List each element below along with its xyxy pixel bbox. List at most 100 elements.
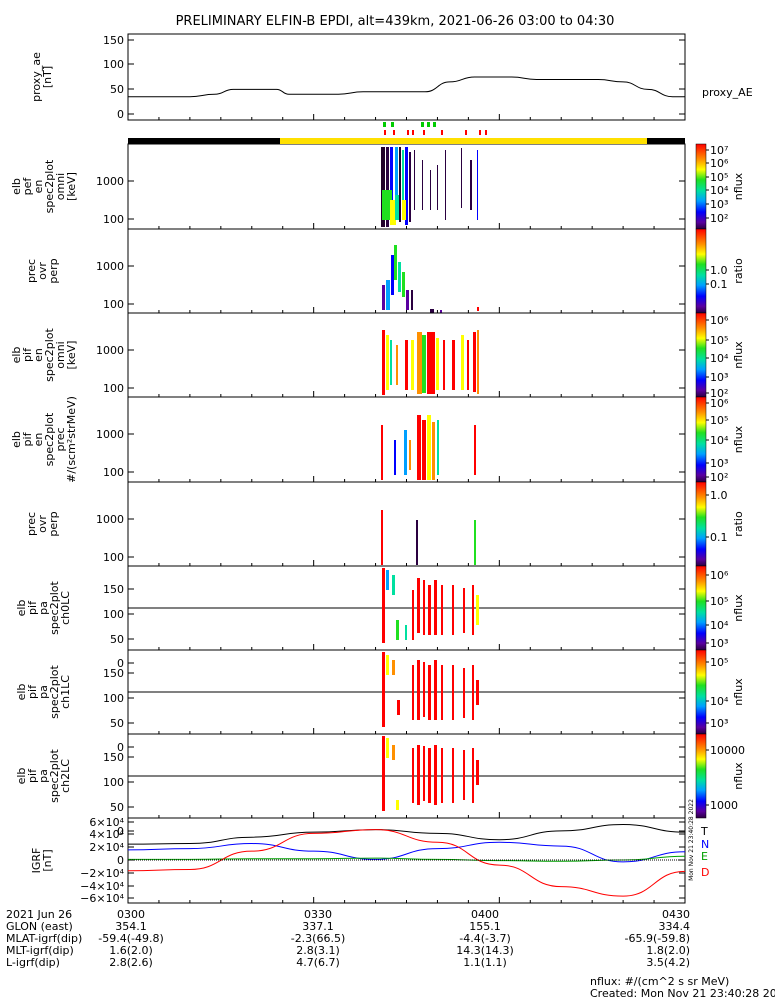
spectrogram-cell xyxy=(391,255,394,295)
spectrogram-cell xyxy=(412,748,414,803)
spectrogram-cell xyxy=(404,430,407,475)
spectrogram-cell xyxy=(417,660,420,720)
colorbar-tick-label: 1000 xyxy=(710,799,738,812)
spectrogram-cell xyxy=(382,652,385,727)
spectrogram-cell xyxy=(382,330,385,395)
y-tick-label: 1000 xyxy=(96,344,124,357)
series-E xyxy=(127,855,686,862)
elb_pif_pa_ch1-ylabel-line: pif xyxy=(26,684,39,699)
y-tick-label: 6×10⁴ xyxy=(89,816,124,829)
elb_pif_omni-ylabel-line: [keV] xyxy=(65,341,78,370)
colorbar-tick-label: 10⁵ xyxy=(710,656,728,669)
proxy_ae-ylabel-line: proxy_ae xyxy=(30,52,43,102)
spectrogram-cell xyxy=(396,800,399,810)
elb_pif_pa_ch0-ylabel-line: spec2plot xyxy=(48,581,61,635)
spectrogram-cell xyxy=(417,745,420,805)
elb_pef_omni-ylabel-line: pef xyxy=(21,177,34,196)
elb_pif_pa_ch2-panel: elbpifpaspec2plotch2LC150100500100001000… xyxy=(15,733,745,838)
spectrogram-cell xyxy=(423,580,425,635)
y-tick-label: 100 xyxy=(103,551,124,564)
spectrogram-cell xyxy=(434,580,437,635)
colorbar-tick-label: 10⁵ xyxy=(710,171,728,184)
spectrogram-cell xyxy=(394,245,397,280)
spectrogram-cell xyxy=(386,147,389,227)
proxy_ae-ylabel-line: [nT] xyxy=(41,66,54,88)
spectrogram-cell xyxy=(428,665,431,720)
elb_pif_pa_ch2-ylabel-line: pa xyxy=(37,769,50,783)
elb_pif_pa_ch1-ylabel-line: pa xyxy=(37,685,50,699)
spectrogram-cell xyxy=(422,160,423,210)
y-tick-label: 100 xyxy=(103,776,124,789)
spectrogram-cell xyxy=(409,440,411,470)
spectrogram-cell xyxy=(476,680,479,705)
spectrogram-cell xyxy=(476,595,479,625)
colorbar-tick-label: 10³ xyxy=(710,637,728,650)
elb_pif_pa_ch0-ylabel-line: pif xyxy=(26,600,39,615)
units-note: nflux: #/(cm^2 s sr MeV) xyxy=(590,975,729,988)
spectrogram-cell xyxy=(472,585,474,635)
elb_pif_pa_ch0-ylabel-line: pa xyxy=(37,601,50,615)
elb_pef_prec_ratio-colorbar xyxy=(695,228,707,314)
footer-row-value: 0400 xyxy=(471,908,499,921)
colorbar-tick-label: 10² xyxy=(710,471,728,484)
spectrogram-cell xyxy=(461,148,462,208)
y-tick-label: 150 xyxy=(103,667,124,680)
colorbar-tick-label: 10⁴ xyxy=(710,352,729,365)
y-tick-label: 1000 xyxy=(96,428,124,441)
footer-row-label: MLT-igrf(dip) xyxy=(6,944,74,957)
colorbar-tick-label: 10⁶ xyxy=(710,397,729,410)
y-tick-label: −4×10⁴ xyxy=(80,880,124,893)
spectrogram-cell xyxy=(386,655,389,675)
spectrogram-cell xyxy=(477,307,479,311)
elb_pif_prec_ratio-frame xyxy=(127,481,686,567)
footer-row-value: 2.8(2.6) xyxy=(109,956,153,969)
spectrogram-cell xyxy=(390,340,392,385)
footer-row-label: L-igrf(dip) xyxy=(6,956,60,969)
series-T xyxy=(127,824,686,845)
spectrogram-cell xyxy=(430,170,431,210)
created-note: Created: Mon Nov 21 23:40:28 2022 xyxy=(590,987,775,1000)
spectrogram-cell xyxy=(443,340,445,390)
y-tick-label: 0 xyxy=(117,741,124,754)
spectrogram-cell xyxy=(476,760,479,785)
y-tick-label: 1000 xyxy=(96,260,124,273)
elb_pef_omni-ylabel-line: en xyxy=(32,180,45,194)
red-markers xyxy=(384,130,487,135)
y-tick-label: 0 xyxy=(117,108,124,121)
spectrogram-cell xyxy=(440,310,442,313)
spectrogram-cell xyxy=(398,262,401,292)
spectrogram-cell xyxy=(423,746,425,801)
colorbar-tick-label: 10³ xyxy=(710,198,728,211)
spectrogram-cell xyxy=(452,748,454,803)
spectrogram-cell xyxy=(432,422,435,480)
elb_pif_prec-ylabel-line: prec xyxy=(54,427,67,451)
spectrogram-cell xyxy=(405,147,408,225)
spectrogram-cell xyxy=(477,150,478,220)
spectrogram-cell xyxy=(411,340,414,390)
spectrogram-cell xyxy=(428,585,431,635)
colorbar-label: nflux xyxy=(732,425,745,453)
spectrogram-cell xyxy=(461,335,464,390)
colorbar-tick-label: 10³ xyxy=(710,717,728,730)
spectrogram-cell xyxy=(422,335,426,393)
elb_pif_pa_ch2-ylabel-line: spec2plot xyxy=(48,749,61,803)
spectrogram-cell xyxy=(395,195,399,220)
proxy_ae-panel: proxy_ae[nT] 150 100 50 0 proxy_AE xyxy=(30,33,753,121)
spectrogram-cell xyxy=(467,340,469,390)
proxy-ae-legend: proxy_AE xyxy=(702,86,753,99)
spectrogram-cell xyxy=(463,750,465,800)
elb_pif_omni-ylabel-line: spec2plot xyxy=(43,328,56,382)
footer-row-value: 334.4 xyxy=(659,920,691,933)
spectrogram-cell xyxy=(452,340,455,390)
elb_pif_pa_ch1-ylabel-line: ch1LC xyxy=(59,675,72,709)
elb_pif_prec-ylabel-line: en xyxy=(32,433,45,447)
spectrogram-cell xyxy=(472,748,474,803)
colorbar-label: nflux xyxy=(732,594,745,622)
spectrogram-cell xyxy=(430,309,434,313)
elb_pif_pa_ch0-ylabel-line: elb xyxy=(15,600,28,617)
igrf-legend-D: D xyxy=(701,866,709,879)
y-tick-label: 0 xyxy=(117,854,124,867)
